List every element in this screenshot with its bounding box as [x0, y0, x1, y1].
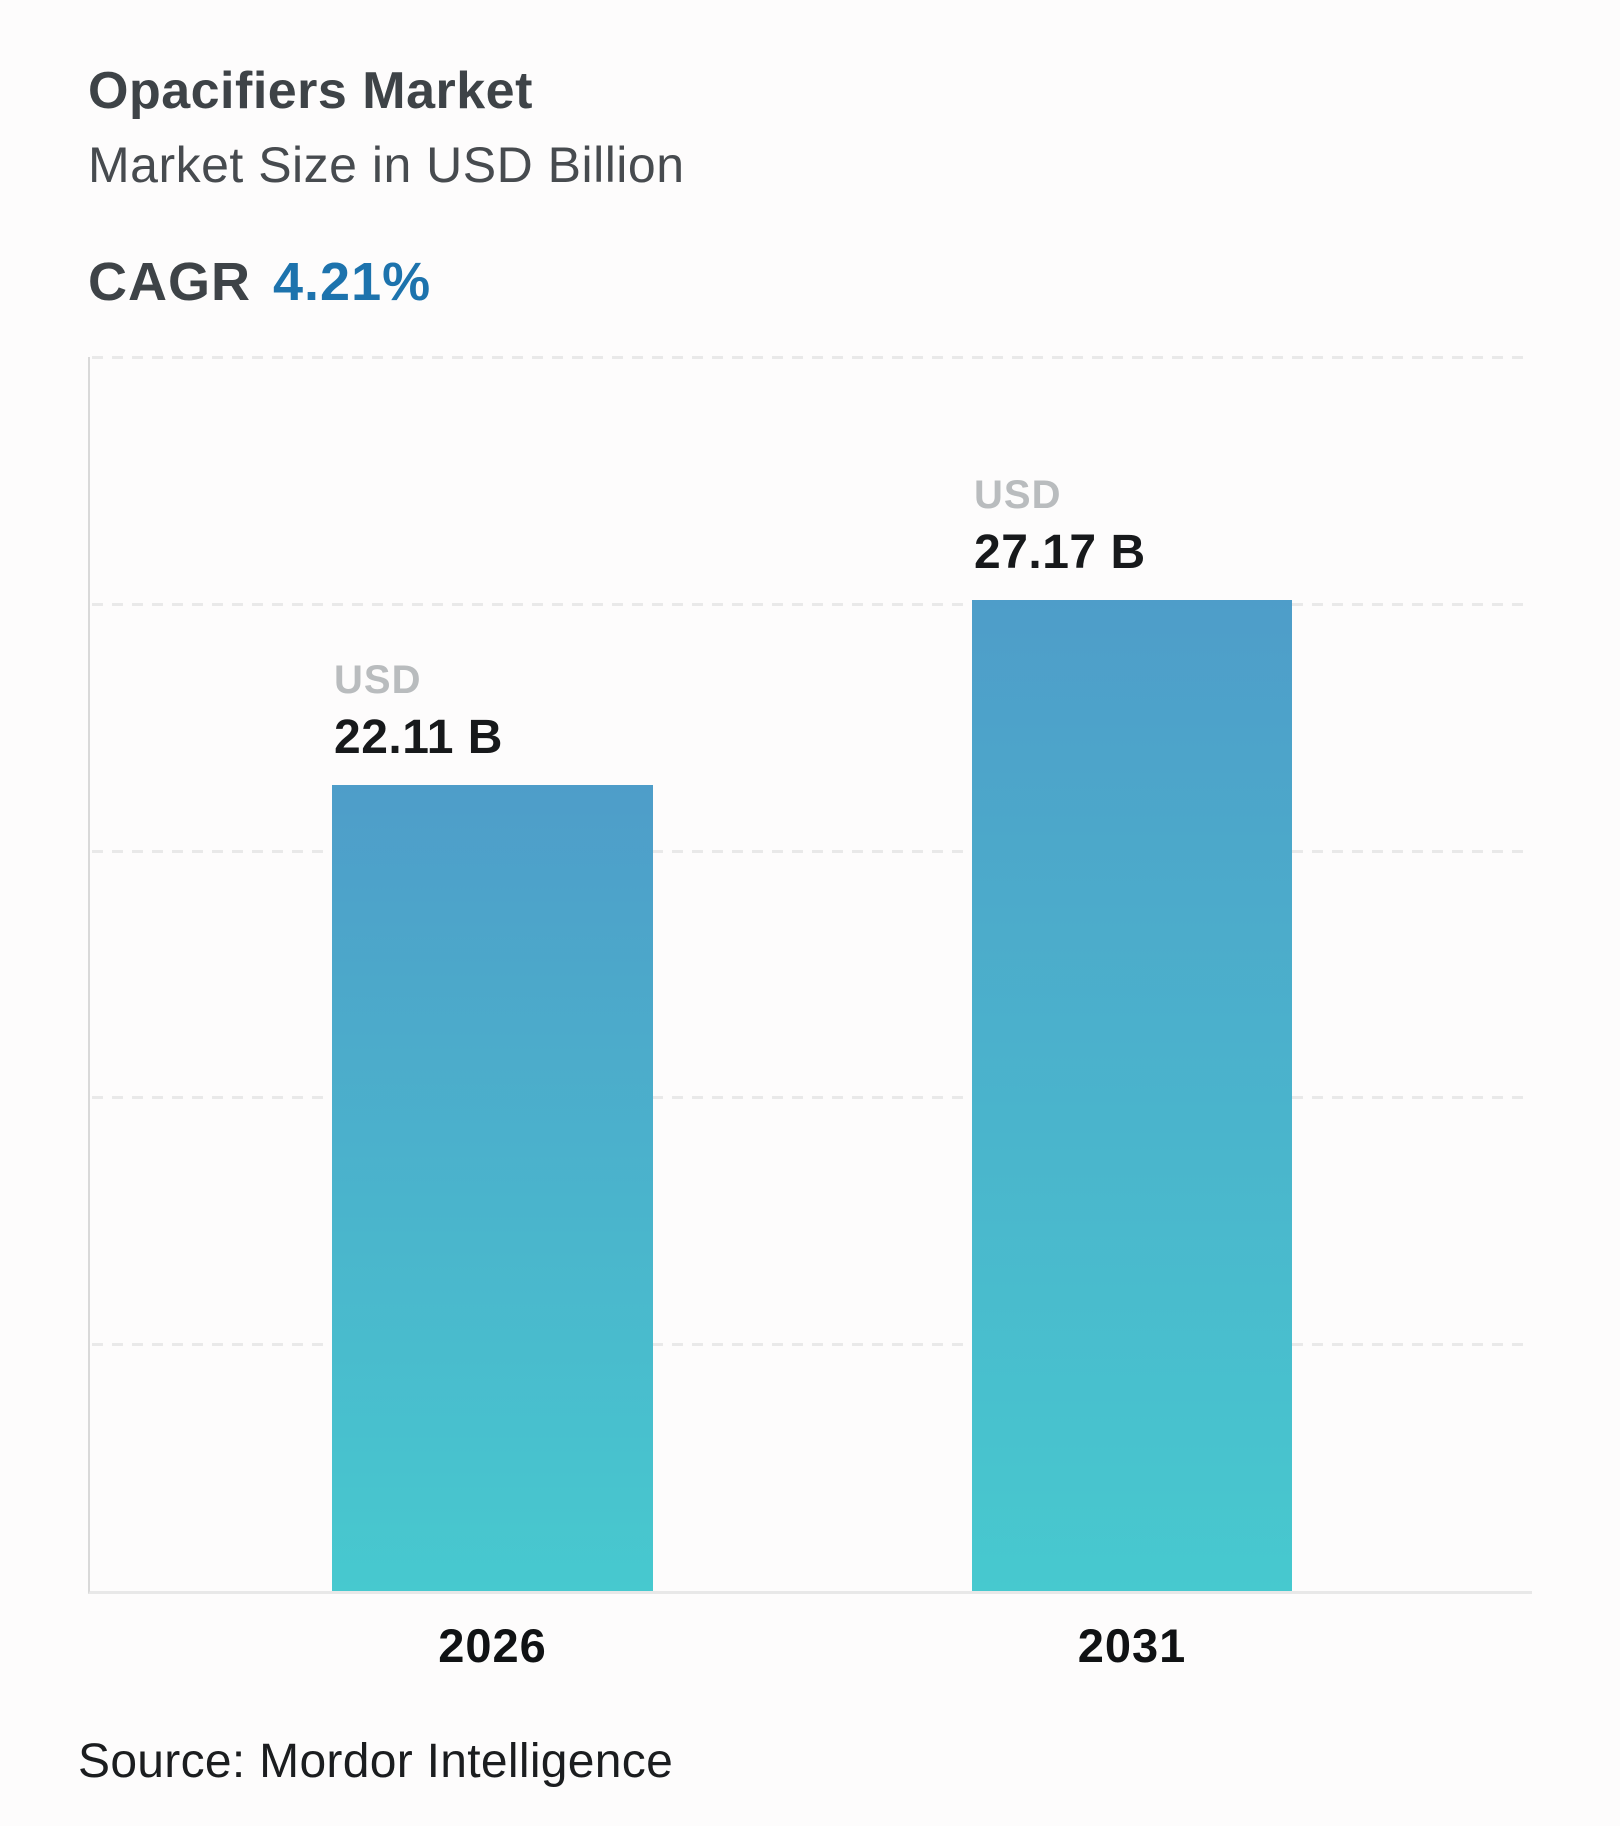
bar-value-label: 27.17 B: [974, 526, 1146, 579]
bar-label-stack-2026: USD 22.11 B: [334, 657, 503, 765]
bar-2031: [972, 600, 1292, 1591]
x-axis-label-2026: 2026: [438, 1619, 547, 1672]
source-note: Source: Mordor Intelligence: [78, 1735, 674, 1788]
chart-subtitle: Market Size in USD Billion: [88, 137, 685, 193]
bar-currency-label: USD: [334, 658, 422, 702]
gridline: [92, 356, 1532, 359]
cagr-label: CAGR: [88, 252, 251, 312]
plot-area: USD 22.11 B 2026 USD 27.17 B 2031: [88, 356, 1532, 1672]
cagr-value: 4.21%: [273, 252, 432, 312]
chart-title: Opacifiers Market: [88, 62, 533, 120]
gridline: [92, 850, 1532, 853]
gridline: [92, 1343, 1532, 1346]
cagr-line: CAGR 4.21%: [88, 250, 431, 314]
bar-currency-label: USD: [974, 473, 1062, 517]
gridline: [92, 1096, 1532, 1099]
bar-label-stack-2031: USD 27.17 B: [974, 472, 1146, 580]
bar-2026: [332, 785, 653, 1591]
x-axis-label-2031: 2031: [1077, 1619, 1187, 1672]
bar-value-label: 22.11 B: [334, 711, 503, 764]
gridline: [92, 603, 1532, 606]
